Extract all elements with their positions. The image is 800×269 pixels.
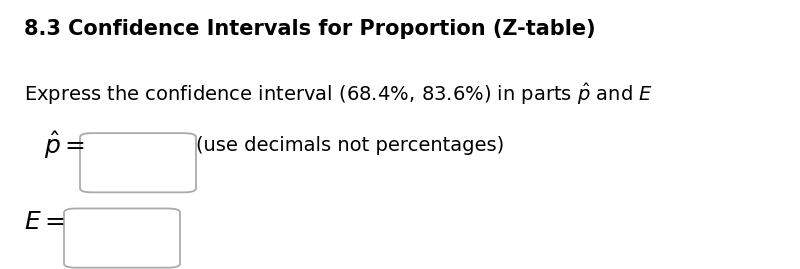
Text: $\hat{p}=$: $\hat{p}=$	[44, 129, 85, 161]
FancyBboxPatch shape	[64, 208, 180, 268]
Text: (use decimals not percentages): (use decimals not percentages)	[196, 136, 504, 155]
FancyBboxPatch shape	[80, 133, 196, 192]
Text: 8.3 Confidence Intervals for Proportion (Z-table): 8.3 Confidence Intervals for Proportion …	[24, 19, 596, 39]
Text: Express the confidence interval $(68.4\%,\,83.6\%)$ in parts $\hat{p}$ and $E$: Express the confidence interval $(68.4\%…	[24, 81, 653, 107]
Text: $E=$: $E=$	[24, 210, 65, 234]
